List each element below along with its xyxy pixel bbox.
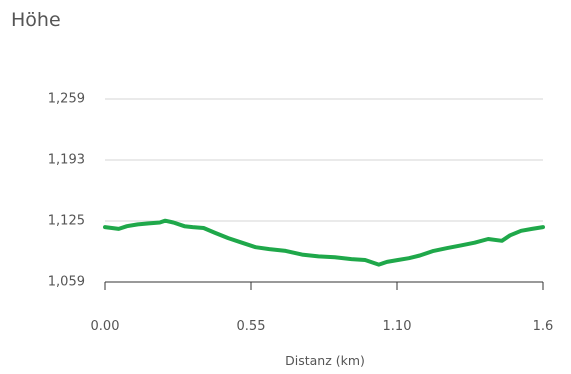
x-tick-label: 1.10 bbox=[383, 319, 412, 334]
elevation-line bbox=[103, 218, 545, 267]
y-tick-label: 1,125 bbox=[48, 214, 85, 229]
y-tick-label: 1,059 bbox=[48, 275, 85, 290]
x-tick-label: 0.55 bbox=[237, 319, 266, 334]
y-tick-label: 1,193 bbox=[48, 153, 85, 168]
y-tick-label: 1,259 bbox=[48, 92, 85, 107]
x-tick-label: 1.6 bbox=[533, 319, 554, 334]
x-axis-title: Distanz (km) bbox=[285, 353, 365, 368]
x-tick-label: 0.00 bbox=[91, 319, 120, 334]
chart-title: Höhe bbox=[11, 9, 61, 31]
